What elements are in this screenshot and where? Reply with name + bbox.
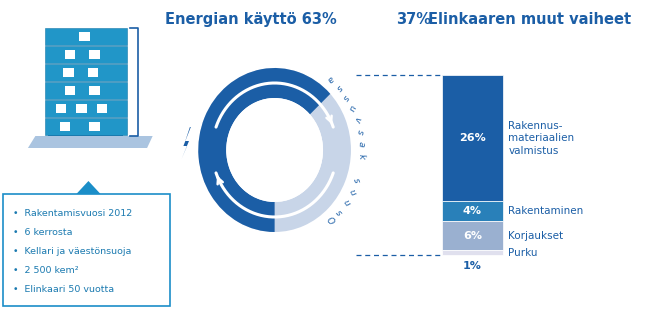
Bar xyxy=(76,104,87,113)
Wedge shape xyxy=(198,68,351,232)
Text: Elinkaaren muut vaiheet: Elinkaaren muut vaiheet xyxy=(428,12,631,27)
Bar xyxy=(44,82,127,99)
Text: s: s xyxy=(341,93,351,102)
Bar xyxy=(48,128,123,136)
Text: •  Elinkaari 50 vuotta: • Elinkaari 50 vuotta xyxy=(13,285,114,294)
Bar xyxy=(44,64,127,81)
Text: v: v xyxy=(351,115,361,123)
Text: s: s xyxy=(333,83,343,92)
Bar xyxy=(90,50,99,59)
Text: a: a xyxy=(356,141,366,147)
Circle shape xyxy=(226,98,323,202)
Text: u: u xyxy=(347,103,357,113)
Bar xyxy=(65,50,76,59)
Wedge shape xyxy=(198,68,330,232)
Text: u: u xyxy=(347,188,357,197)
Text: s: s xyxy=(355,128,365,134)
Text: Purku: Purku xyxy=(509,247,538,258)
Text: •  6 kerrosta: • 6 kerrosta xyxy=(13,228,72,237)
Bar xyxy=(63,68,74,77)
Text: Korjaukset: Korjaukset xyxy=(509,231,564,241)
Text: s: s xyxy=(333,208,343,217)
Text: •  2 500 kem²: • 2 500 kem² xyxy=(13,266,79,275)
Bar xyxy=(65,86,76,95)
Bar xyxy=(442,202,503,221)
Text: a: a xyxy=(326,74,335,84)
Text: Rakentaminen: Rakentaminen xyxy=(509,206,583,216)
Text: •  Kellari ja väestönsuoja: • Kellari ja väestönsuoja xyxy=(13,247,131,256)
Polygon shape xyxy=(182,127,191,159)
Bar xyxy=(97,104,107,113)
Text: 37%: 37% xyxy=(396,12,431,27)
Text: 6%: 6% xyxy=(463,231,482,241)
Text: 26%: 26% xyxy=(459,133,486,143)
Bar xyxy=(44,28,127,45)
Bar xyxy=(44,46,127,63)
Text: k: k xyxy=(356,153,366,159)
Bar xyxy=(88,68,97,77)
Text: •  Rakentamisvuosi 2012: • Rakentamisvuosi 2012 xyxy=(13,209,133,218)
Bar xyxy=(90,122,99,131)
Bar xyxy=(60,122,70,131)
Text: Rakennus-
materiaalien
valmistus: Rakennus- materiaalien valmistus xyxy=(509,121,574,156)
Bar xyxy=(442,75,503,202)
Text: u: u xyxy=(341,198,351,208)
Text: s: s xyxy=(351,177,361,184)
Text: 1%: 1% xyxy=(463,261,482,271)
FancyBboxPatch shape xyxy=(3,194,170,306)
Bar xyxy=(79,32,90,41)
Polygon shape xyxy=(76,181,101,195)
Polygon shape xyxy=(28,136,152,148)
Bar xyxy=(56,104,66,113)
Bar xyxy=(442,221,503,250)
Bar xyxy=(44,118,127,135)
Bar xyxy=(90,86,99,95)
Text: Energian käyttö 63%: Energian käyttö 63% xyxy=(166,12,337,27)
Bar xyxy=(442,250,503,255)
Bar xyxy=(44,100,127,117)
Text: O: O xyxy=(325,216,336,227)
Text: 4%: 4% xyxy=(463,206,482,216)
